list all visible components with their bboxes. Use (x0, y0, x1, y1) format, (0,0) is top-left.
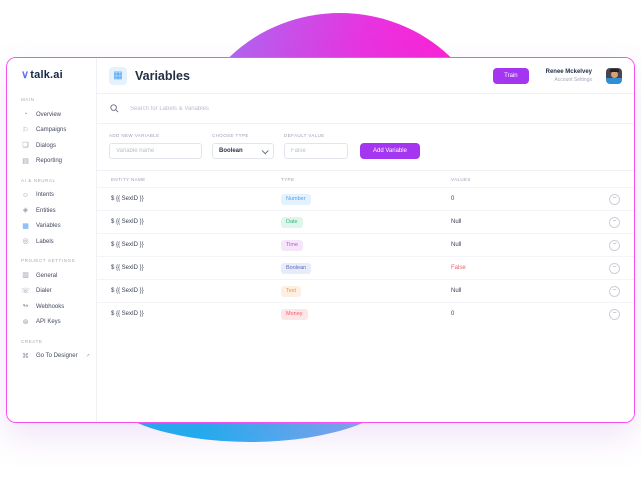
user-meta[interactable]: Renee Mckelvey Account Settings (546, 69, 592, 83)
overview-icon: ◔ (23, 111, 28, 118)
value-cell: 0 (451, 196, 455, 202)
sidebar-item-variables[interactable]: ▦ Variables (22, 222, 61, 230)
search-icon (110, 104, 119, 113)
value-cell: 0 (451, 311, 455, 317)
sidebar-item-go-to-designer[interactable]: ⌘ Go To Designer ↗ (22, 352, 90, 360)
sidebar-item-webhooks[interactable]: ↬ Webhooks (22, 303, 65, 310)
sidebar-section-project-settings: PROJECT SETTINGS (21, 258, 76, 263)
sidebar-section-ai-neural: AI & NEURAL (21, 177, 56, 183)
app-window: ∨talk.ai MAIN ◔ Overview ⚐ Campaigns ❏ D… (6, 57, 635, 423)
entities-icon: ◈ (22, 207, 29, 214)
table-row: $ {{ SexID }} Date Null − (97, 210, 634, 233)
column-type: TYPE (281, 176, 295, 182)
reporting-icon: ▤ (22, 157, 29, 165)
sidebar-item-labels[interactable]: ◎ Labels (22, 238, 54, 245)
general-icon: ▥ (22, 272, 29, 279)
sidebar-item-intents[interactable]: ☺ Intents (21, 191, 55, 199)
add-variable-form: ADD NEW VARIABLE CHOOSE TYPE Boolean DEF… (97, 124, 634, 171)
value-cell: Null (451, 219, 462, 225)
user-name: Renee Mckelvey (545, 68, 592, 75)
remove-row-button[interactable]: − (609, 239, 620, 251)
dialer-icon: ☏ (21, 287, 30, 295)
sidebar-item-dialogs[interactable]: ❏ Dialogs (22, 142, 57, 149)
table-row: $ {{ SexID }} Text Null − (97, 279, 634, 302)
remove-row-button[interactable]: − (609, 285, 620, 297)
type-badge: Money (281, 308, 308, 320)
type-badge: Date (281, 216, 303, 228)
entity-name: $ {{ SexID }} (111, 311, 144, 317)
value-cell: Null (451, 288, 462, 294)
value-cell: False (451, 265, 466, 271)
sidebar-section-create: CREATE (21, 338, 43, 344)
intents-icon: ☺ (21, 191, 30, 199)
sidebar-item-overview[interactable]: ◔ Overview (21, 110, 96, 119)
sidebar: ∨talk.ai MAIN ◔ Overview ⚐ Campaigns ❏ D… (7, 58, 97, 422)
table-header: ENTITY NAME TYPE VALUES (97, 171, 634, 187)
entity-name: $ {{ SexID }} (111, 219, 144, 225)
webhooks-icon: ↬ (22, 303, 29, 310)
app-logo[interactable]: ∨talk.ai (21, 68, 96, 81)
sidebar-item-reporting[interactable]: ▤ Reporting (22, 157, 63, 165)
designer-icon: ⌘ (22, 352, 29, 360)
train-button[interactable]: Train (493, 67, 529, 84)
search-bar (97, 94, 634, 124)
variables-table: ENTITY NAME TYPE VALUES $ {{ SexID }} Nu… (97, 171, 634, 325)
logo-checkmark-icon: ∨ (21, 69, 30, 81)
type-badge: Text (281, 285, 302, 297)
variables-icon: ▦ (22, 222, 29, 230)
add-variable-button[interactable]: Add Variable (360, 143, 420, 159)
type-badge: Time (281, 239, 304, 251)
column-entity-name: ENTITY NAME (111, 176, 146, 182)
default-value-input[interactable] (284, 143, 348, 159)
variables-grid-icon: ▦ (109, 66, 127, 85)
default-value-label: DEFAULT VALUE (284, 133, 325, 138)
sidebar-item-entities[interactable]: ◈ Entities (22, 207, 56, 214)
external-link-icon: ↗ (85, 353, 90, 359)
remove-row-button[interactable]: − (609, 193, 620, 205)
avatar[interactable] (606, 67, 622, 84)
column-values: VALUES (451, 176, 471, 182)
sidebar-item-campaigns[interactable]: ⚐ Campaigns (22, 126, 67, 134)
sidebar-section-main: MAIN (21, 97, 35, 102)
page-title: Variables (135, 68, 190, 83)
entity-name: $ {{ SexID }} (111, 288, 144, 294)
variable-name-group: ADD NEW VARIABLE (109, 133, 202, 159)
entity-name: $ {{ SexID }} (111, 265, 144, 271)
type-select[interactable]: Boolean (212, 143, 274, 159)
sidebar-item-api-keys[interactable]: ⊛ API Keys (22, 318, 61, 326)
variable-name-label: ADD NEW VARIABLE (109, 133, 160, 138)
labels-icon: ◎ (22, 238, 29, 245)
campaigns-icon: ⚐ (22, 126, 29, 134)
variable-name-input[interactable] (109, 143, 202, 159)
default-value-group: DEFAULT VALUE (284, 133, 348, 159)
type-badge: Boolean (281, 262, 312, 274)
choose-type-group: CHOOSE TYPE Boolean (212, 133, 274, 159)
table-row: $ {{ SexID }} Money 0 − (97, 302, 634, 325)
remove-row-button[interactable]: − (609, 216, 620, 228)
api-keys-icon: ⊛ (22, 318, 29, 326)
entity-name: $ {{ SexID }} (111, 242, 144, 248)
remove-row-button[interactable]: − (609, 308, 620, 320)
remove-row-button[interactable]: − (609, 262, 620, 274)
table-row: $ {{ SexID }} Boolean False − (97, 256, 634, 279)
sidebar-item-dialer[interactable]: ☏ Dialer (21, 287, 52, 295)
search-input[interactable] (128, 104, 392, 113)
logo-text: talk.ai (30, 69, 63, 81)
sidebar-item-general[interactable]: ▥ General (22, 272, 58, 279)
chevron-down-icon (261, 146, 269, 154)
account-settings-link[interactable]: Account Settings (554, 76, 592, 83)
table-row: $ {{ SexID }} Number 0 − (97, 187, 634, 210)
type-select-value: Boolean (219, 148, 243, 154)
page-header: ▦ Variables Train Renee Mckelvey Account… (97, 58, 634, 94)
type-badge: Number (281, 193, 311, 205)
table-row: $ {{ SexID }} Time Null − (97, 233, 634, 256)
main-panel: ▦ Variables Train Renee Mckelvey Account… (97, 58, 634, 422)
dialogs-icon: ❏ (22, 142, 29, 149)
choose-type-label: CHOOSE TYPE (212, 133, 249, 138)
entity-name: $ {{ SexID }} (111, 196, 144, 202)
value-cell: Null (451, 242, 462, 248)
